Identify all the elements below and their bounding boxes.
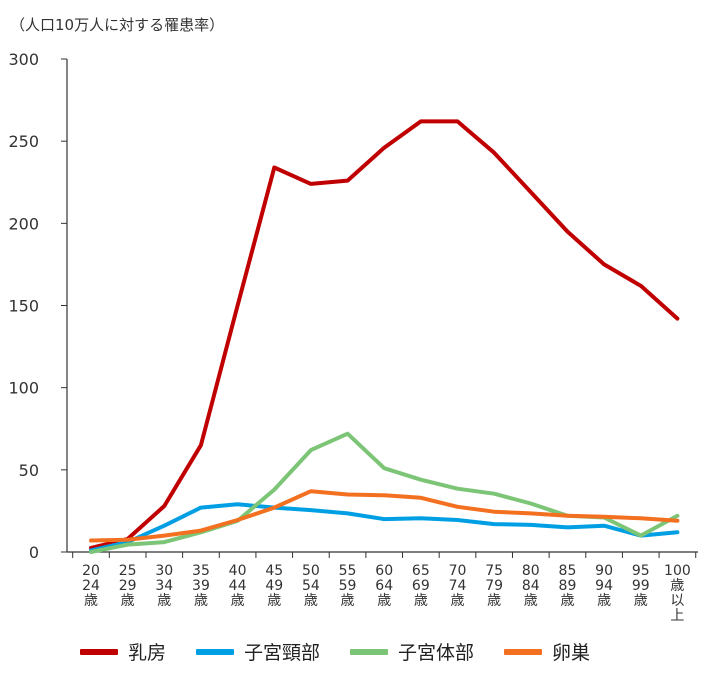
x-tick-label: 歳	[267, 593, 281, 609]
legend-label: 乳房	[128, 642, 167, 664]
x-tick-label: 歳	[231, 593, 245, 609]
x-tick-label: 49	[265, 578, 283, 594]
x-tick-label: 54	[302, 578, 320, 594]
y-tick-label: 100	[8, 379, 39, 398]
x-tick-label: 34	[155, 578, 173, 594]
x-tick-label: 45	[265, 563, 283, 579]
x-tick-label: 99	[632, 578, 650, 594]
x-tick-label: 歳	[304, 593, 318, 609]
legend-swatch	[80, 648, 118, 655]
legend-item-2: 子宮頸部	[196, 638, 320, 665]
x-tick-label: 40	[229, 563, 247, 579]
x-tick-label: 以	[670, 593, 684, 609]
x-tick-label: 歳	[194, 593, 208, 609]
legend-item-1: 乳房	[80, 638, 166, 665]
y-tick-label: 300	[8, 50, 39, 69]
x-tick-label: 35	[192, 563, 210, 579]
x-tick-label: 70	[449, 563, 467, 579]
x-tick-label: 69	[412, 578, 430, 594]
legend-label: 子宮体部	[398, 642, 475, 664]
y-tick-label: 50	[19, 461, 39, 480]
x-tick-label: 65	[412, 563, 430, 579]
unit-note: （人口10万人に対する罹患率）	[10, 16, 225, 34]
x-tick-label: 60	[375, 563, 393, 579]
x-tick-label: 歳	[451, 593, 465, 609]
x-tick-label: 85	[559, 563, 577, 579]
x-tick-label: 100	[664, 563, 691, 579]
y-tick-label: 0	[29, 543, 39, 562]
legend: 乳房 子宮頸部 子宮体部 卵巣	[80, 638, 620, 665]
x-tick-label: 55	[339, 563, 357, 579]
x-tick-label: 歳	[487, 593, 501, 609]
x-tick-label: 59	[339, 578, 357, 594]
x-tick-label: 39	[192, 578, 210, 594]
x-tick-label: 歳	[634, 593, 648, 609]
x-tick-label: 90	[595, 563, 613, 579]
legend-swatch	[504, 648, 543, 655]
series-line-2	[89, 502, 680, 553]
x-tick-label: 20	[82, 563, 100, 579]
x-tick-label: 歳	[84, 593, 98, 609]
x-tick-label: 歳	[597, 593, 611, 609]
x-tick-label: 94	[595, 578, 613, 594]
series-line-1	[89, 119, 680, 550]
x-tick-label: 歳	[341, 593, 355, 609]
x-tick-label: 歳	[157, 593, 171, 609]
x-tick-label: 上	[670, 608, 684, 624]
x-tick-label: 89	[559, 578, 577, 594]
x-tick-label: 79	[485, 578, 503, 594]
x-tick-label: 歳	[670, 578, 684, 594]
x-tick-label: 80	[522, 563, 540, 579]
legend-swatch	[350, 648, 389, 655]
legend-swatch	[196, 648, 235, 655]
legend-item-3: 子宮体部	[350, 638, 474, 665]
x-tick-label: 75	[485, 563, 503, 579]
x-tick-label: 歳	[524, 593, 538, 609]
x-tick-label: 24	[82, 578, 100, 594]
y-tick-label: 150	[8, 297, 39, 316]
x-tick-label: 44	[229, 578, 247, 594]
x-tick-label: 50	[302, 563, 320, 579]
x-tick-label: 30	[155, 563, 173, 579]
y-tick-label: 250	[8, 132, 39, 151]
x-tick-label: 25	[119, 563, 137, 579]
legend-label: 子宮頸部	[244, 642, 321, 664]
x-tick-label: 95	[632, 563, 650, 579]
legend-item-4: 卵巣	[504, 638, 590, 665]
x-tick-label: 歳	[121, 593, 135, 609]
x-tick-label: 74	[449, 578, 467, 594]
legend-label: 卵巣	[552, 642, 591, 664]
x-tick-label: 64	[375, 578, 393, 594]
series-line-4	[89, 489, 680, 543]
y-tick-label: 200	[8, 214, 39, 233]
x-tick-label: 歳	[414, 593, 428, 609]
x-tick-label: 84	[522, 578, 540, 594]
x-tick-label: 歳	[377, 593, 391, 609]
x-tick-label: 歳	[560, 593, 574, 609]
x-tick-label: 29	[119, 578, 137, 594]
